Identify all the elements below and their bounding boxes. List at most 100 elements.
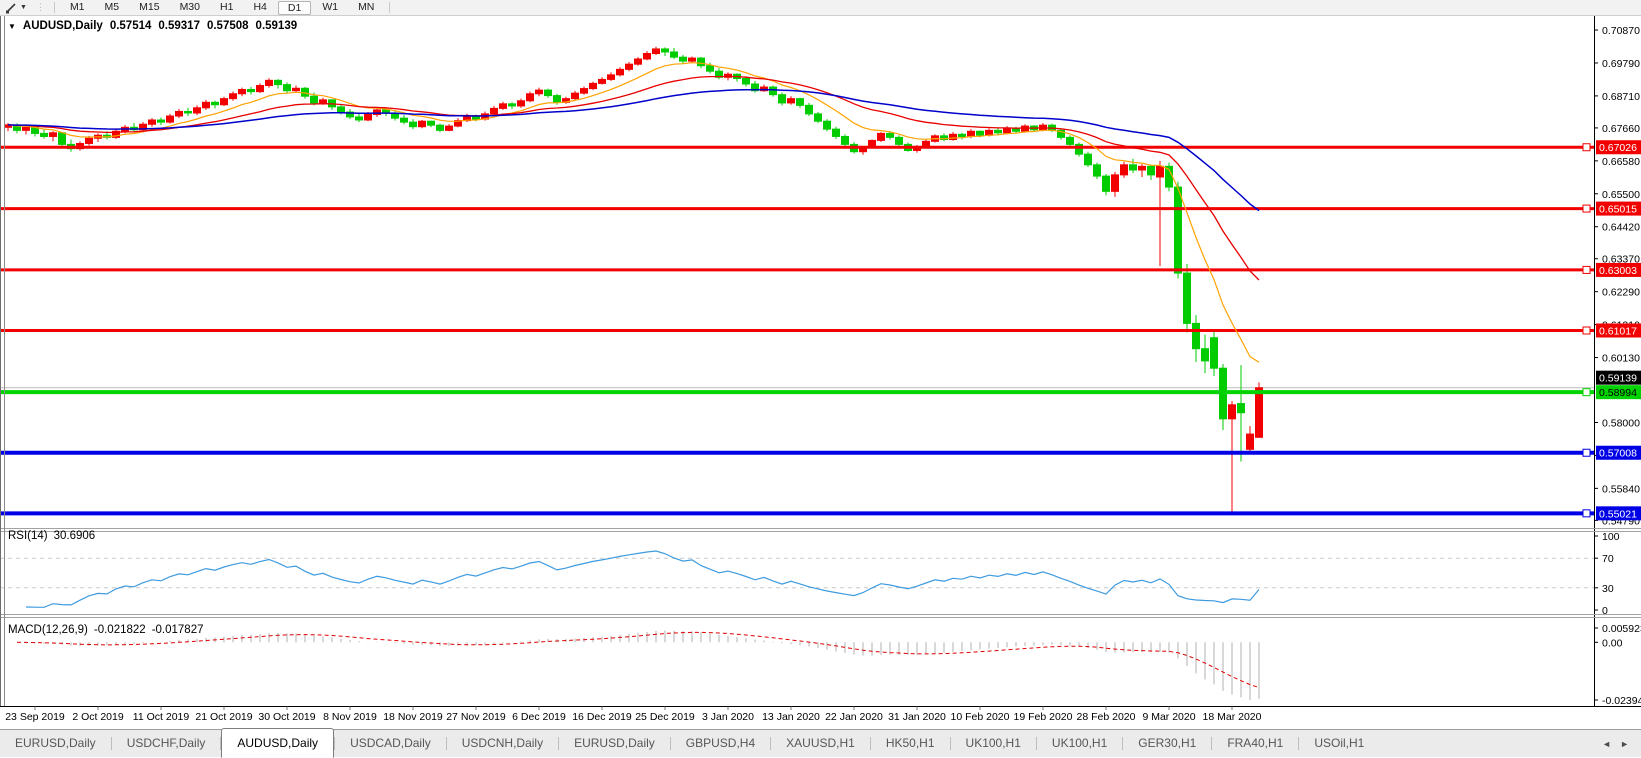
- rsi-line: [25, 550, 1260, 608]
- svg-text:30: 30: [1602, 583, 1614, 595]
- svg-text:-0.023944: -0.023944: [1602, 695, 1641, 707]
- svg-text:31 Jan 2020: 31 Jan 2020: [888, 711, 946, 723]
- chart-tab-1-USDCHF-Daily[interactable]: USDCHF,Daily: [126, 736, 206, 750]
- svg-text:19 Feb 2020: 19 Feb 2020: [1014, 711, 1073, 723]
- timeframe-button-M30[interactable]: M30: [179, 1, 200, 13]
- chart-tab-13-USOil-H1[interactable]: USOil,H1: [1314, 736, 1365, 750]
- chart-tab-2-AUDUSD-Daily[interactable]: AUDUSD,Daily: [221, 728, 335, 758]
- svg-text:0.68710: 0.68710: [1602, 91, 1640, 103]
- svg-text:100: 100: [1602, 531, 1620, 543]
- slow-ma: [7, 88, 1260, 212]
- rsi-pane: 100 70 30 0: [0, 531, 1620, 617]
- svg-text:0.00: 0.00: [1602, 637, 1623, 649]
- svg-text:3 Jan 2020: 3 Jan 2020: [702, 711, 754, 723]
- timeframe-button-M5[interactable]: M5: [104, 1, 120, 13]
- drawing-tool-dropdown-icon[interactable]: ▼: [20, 4, 27, 11]
- chart-tab-12-FRA40-H1[interactable]: FRA40,H1: [1227, 736, 1284, 750]
- tab-scroll-left-icon[interactable]: ◄: [1602, 738, 1612, 749]
- svg-text:0.65500: 0.65500: [1602, 189, 1640, 201]
- chart-tab-3-USDCAD-Daily[interactable]: USDCAD,Daily: [350, 736, 431, 750]
- tab-separator: [669, 737, 671, 750]
- timeframe-button-MN[interactable]: MN: [358, 1, 375, 13]
- svg-text:8 Nov 2019: 8 Nov 2019: [323, 711, 377, 723]
- title-dropdown-icon[interactable]: ▼: [8, 21, 16, 31]
- tab-separator: [334, 737, 336, 750]
- ohlc-open: 0.57514: [109, 20, 152, 32]
- svg-text:0.62290: 0.62290: [1602, 287, 1640, 299]
- chart-tab-6-GBPUSD-H4[interactable]: GBPUSD,H4: [685, 736, 756, 750]
- chart-tab-8-HK50-H1[interactable]: HK50,H1: [885, 736, 935, 750]
- drawing-tool-icon[interactable]: [4, 2, 18, 14]
- time-axis: 23 Sep 2019 2 Oct 2019 11 Oct 2019 21 Oct 2…: [0, 706, 1641, 723]
- timeframe-button-D1[interactable]: D1: [277, 0, 312, 15]
- svg-text:18 Nov 2019: 18 Nov 2019: [383, 711, 443, 723]
- chart-tab-7-XAUUSD-H1[interactable]: XAUUSD,H1: [786, 736, 855, 750]
- tab-scroll-right-icon[interactable]: ►: [1620, 738, 1629, 749]
- window-frame: [0, 16, 5, 706]
- svg-text:27 Nov 2019: 27 Nov 2019: [446, 711, 506, 723]
- toolbar-separator: [53, 2, 55, 13]
- macd-main-value: -0.021822: [93, 624, 146, 636]
- svg-text:28 Feb 2020: 28 Feb 2020: [1077, 711, 1136, 723]
- chart-tab-10-UK100-H1[interactable]: UK100,H1: [1051, 736, 1108, 750]
- chart-tab-5-EURUSD-Daily[interactable]: EURUSD,Daily: [574, 736, 655, 750]
- svg-text:25 Dec 2019: 25 Dec 2019: [635, 711, 695, 723]
- chart-tab-4-USDCNH-Daily[interactable]: USDCNH,Daily: [461, 736, 544, 750]
- macd-name: MACD(12,26,9): [8, 624, 88, 636]
- svg-text:0.67660: 0.67660: [1602, 123, 1640, 135]
- tab-separator: [949, 737, 951, 750]
- tab-separator: [1298, 737, 1300, 750]
- svg-text:0.63370: 0.63370: [1602, 254, 1640, 266]
- candles-layer: [4, 46, 1263, 514]
- chart-tab-9-UK100-H1[interactable]: UK100,H1: [965, 736, 1021, 750]
- svg-text:16 Dec 2019: 16 Dec 2019: [572, 711, 632, 723]
- macd-signal-value: -0.017827: [151, 624, 204, 636]
- svg-text:0.70870: 0.70870: [1602, 25, 1640, 37]
- fast-ma: [7, 61, 1260, 363]
- timeframe-button-H1[interactable]: H1: [220, 1, 234, 13]
- svg-text:11 Oct 2019: 11 Oct 2019: [133, 711, 190, 723]
- timeframe-button-H4[interactable]: H4: [253, 1, 267, 13]
- pane-separators: [0, 528, 1641, 618]
- chart-svg[interactable]: 0.70870 0.69790 0.68710 0.67660 0.66580 0.655…: [0, 16, 1641, 729]
- svg-text:0: 0: [1602, 605, 1608, 617]
- svg-text:0.58994: 0.58994: [1599, 387, 1637, 399]
- svg-text:70: 70: [1602, 553, 1614, 565]
- tab-separator: [770, 737, 772, 750]
- svg-text:0.005923: 0.005923: [1602, 623, 1641, 635]
- svg-text:23 Sep 2019: 23 Sep 2019: [5, 711, 65, 723]
- tab-separator: [445, 737, 447, 750]
- svg-text:13 Jan 2020: 13 Jan 2020: [762, 711, 820, 723]
- tab-separator: [869, 737, 871, 750]
- svg-text:0.61017: 0.61017: [1599, 325, 1637, 337]
- timeframe-button-M15[interactable]: M15: [139, 1, 160, 13]
- svg-text:0.66580: 0.66580: [1602, 156, 1640, 168]
- timeframe-button-W1[interactable]: W1: [322, 1, 339, 13]
- toolbar: ▼ ⋮ M1 M5 M15 M30 H1 H4 D1 W1 MN: [0, 0, 1641, 16]
- svg-text:0.65015: 0.65015: [1599, 204, 1637, 216]
- macd-signal-line: [16, 631, 1260, 688]
- rsi-value: 30.6906: [53, 530, 96, 542]
- macd-pane: 0.005923 0.00 -0.023944: [16, 623, 1641, 707]
- timeframe-button-M1[interactable]: M1: [69, 1, 85, 13]
- tab-separator: [1122, 737, 1124, 750]
- chart-symbol: AUDUSD,Daily: [22, 20, 103, 32]
- toolbar-separator: [389, 2, 391, 13]
- svg-text:0.55840: 0.55840: [1602, 483, 1640, 495]
- svg-text:0.60130: 0.60130: [1602, 353, 1640, 365]
- svg-text:0.55021: 0.55021: [1599, 508, 1637, 520]
- ohlc-close: 0.59139: [255, 20, 298, 32]
- tab-separator: [1035, 737, 1037, 750]
- toolbar-grip-icon[interactable]: ⋮: [35, 2, 45, 12]
- chart-canvas[interactable]: 0.70870 0.69790 0.68710 0.67660 0.66580 0.655…: [0, 16, 1641, 729]
- tab-separator: [1211, 737, 1213, 750]
- rsi-indicator-label: RSI(14) 30.6906: [8, 530, 95, 542]
- chart-tab-0-EURUSD-Daily[interactable]: EURUSD,Daily: [15, 736, 96, 750]
- svg-text:0.58000: 0.58000: [1602, 417, 1640, 429]
- chart-tab-11-GER30-H1[interactable]: GER30,H1: [1138, 736, 1197, 750]
- bid-price-box: [1596, 370, 1641, 385]
- svg-text:0.59139: 0.59139: [1599, 373, 1637, 385]
- svg-text:0.63003: 0.63003: [1599, 265, 1637, 277]
- tab-separator: [110, 737, 112, 750]
